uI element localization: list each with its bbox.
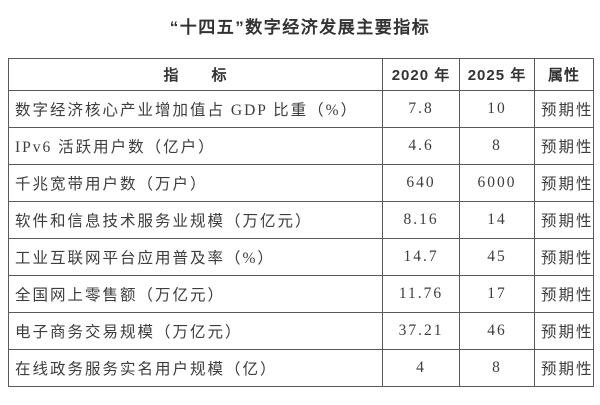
indicator-cell: 电子商务交易规模（万亿元） bbox=[8, 312, 383, 350]
value-2020-cell: 4.6 bbox=[382, 127, 460, 165]
table-row: 电子商务交易规模（万亿元） 37.21 46 预期性 bbox=[8, 312, 594, 350]
column-header-2020: 2020 年 bbox=[382, 58, 460, 91]
value-2020-cell: 7.8 bbox=[382, 90, 460, 128]
indicator-cell: 千兆宽带用户数（万户） bbox=[8, 164, 383, 202]
indicator-cell: 软件和信息技术服务业规模（万亿元） bbox=[8, 201, 383, 239]
value-2025-cell: 14 bbox=[459, 201, 535, 239]
value-2025-cell: 8 bbox=[459, 349, 535, 387]
value-2020-cell: 37.21 bbox=[382, 312, 460, 350]
attribute-cell: 预期性 bbox=[534, 90, 594, 128]
table-row: 千兆宽带用户数（万户） 640 6000 预期性 bbox=[8, 164, 594, 202]
value-2020-cell: 14.7 bbox=[382, 238, 460, 276]
value-2020-cell: 8.16 bbox=[382, 201, 460, 239]
value-2020-cell: 4 bbox=[382, 349, 460, 387]
indicators-table: 指 标 2020 年 2025 年 属性 数字经济核心产业增加值占 GDP 比重… bbox=[8, 58, 594, 387]
attribute-cell: 预期性 bbox=[534, 349, 594, 387]
value-2025-cell: 8 bbox=[459, 127, 535, 165]
table-row: 全国网上零售额（万亿元） 11.76 17 预期性 bbox=[8, 275, 594, 313]
indicator-cell: 在线政务服务实名用户规模（亿） bbox=[8, 349, 383, 387]
value-2025-cell: 45 bbox=[459, 238, 535, 276]
value-2025-cell: 46 bbox=[459, 312, 535, 350]
value-2025-cell: 6000 bbox=[459, 164, 535, 202]
column-header-indicator: 指 标 bbox=[8, 58, 383, 91]
attribute-cell: 预期性 bbox=[534, 275, 594, 313]
table-header-row: 指 标 2020 年 2025 年 属性 bbox=[8, 58, 594, 91]
value-2025-cell: 17 bbox=[459, 275, 535, 313]
table-row: 软件和信息技术服务业规模（万亿元） 8.16 14 预期性 bbox=[8, 201, 594, 239]
column-header-attribute: 属性 bbox=[534, 58, 594, 91]
indicator-cell: 工业互联网平台应用普及率（%） bbox=[8, 238, 383, 276]
indicator-cell: 全国网上零售额（万亿元） bbox=[8, 275, 383, 313]
table-row: 工业互联网平台应用普及率（%） 14.7 45 预期性 bbox=[8, 238, 594, 276]
value-2020-cell: 640 bbox=[382, 164, 460, 202]
attribute-cell: 预期性 bbox=[534, 312, 594, 350]
indicator-cell: IPv6 活跃用户数（亿户） bbox=[8, 127, 383, 165]
page-title: “十四五”数字经济发展主要指标 bbox=[169, 18, 431, 37]
attribute-cell: 预期性 bbox=[534, 201, 594, 239]
value-2025-cell: 10 bbox=[459, 90, 535, 128]
attribute-cell: 预期性 bbox=[534, 238, 594, 276]
table-row: 在线政务服务实名用户规模（亿） 4 8 预期性 bbox=[8, 349, 594, 387]
table-row: IPv6 活跃用户数（亿户） 4.6 8 预期性 bbox=[8, 127, 594, 165]
value-2020-cell: 11.76 bbox=[382, 275, 460, 313]
table-row: 数字经济核心产业增加值占 GDP 比重（%） 7.8 10 预期性 bbox=[8, 90, 594, 128]
column-header-2025: 2025 年 bbox=[459, 58, 535, 91]
indicator-cell: 数字经济核心产业增加值占 GDP 比重（%） bbox=[8, 90, 383, 128]
attribute-cell: 预期性 bbox=[534, 127, 594, 165]
attribute-cell: 预期性 bbox=[534, 164, 594, 202]
